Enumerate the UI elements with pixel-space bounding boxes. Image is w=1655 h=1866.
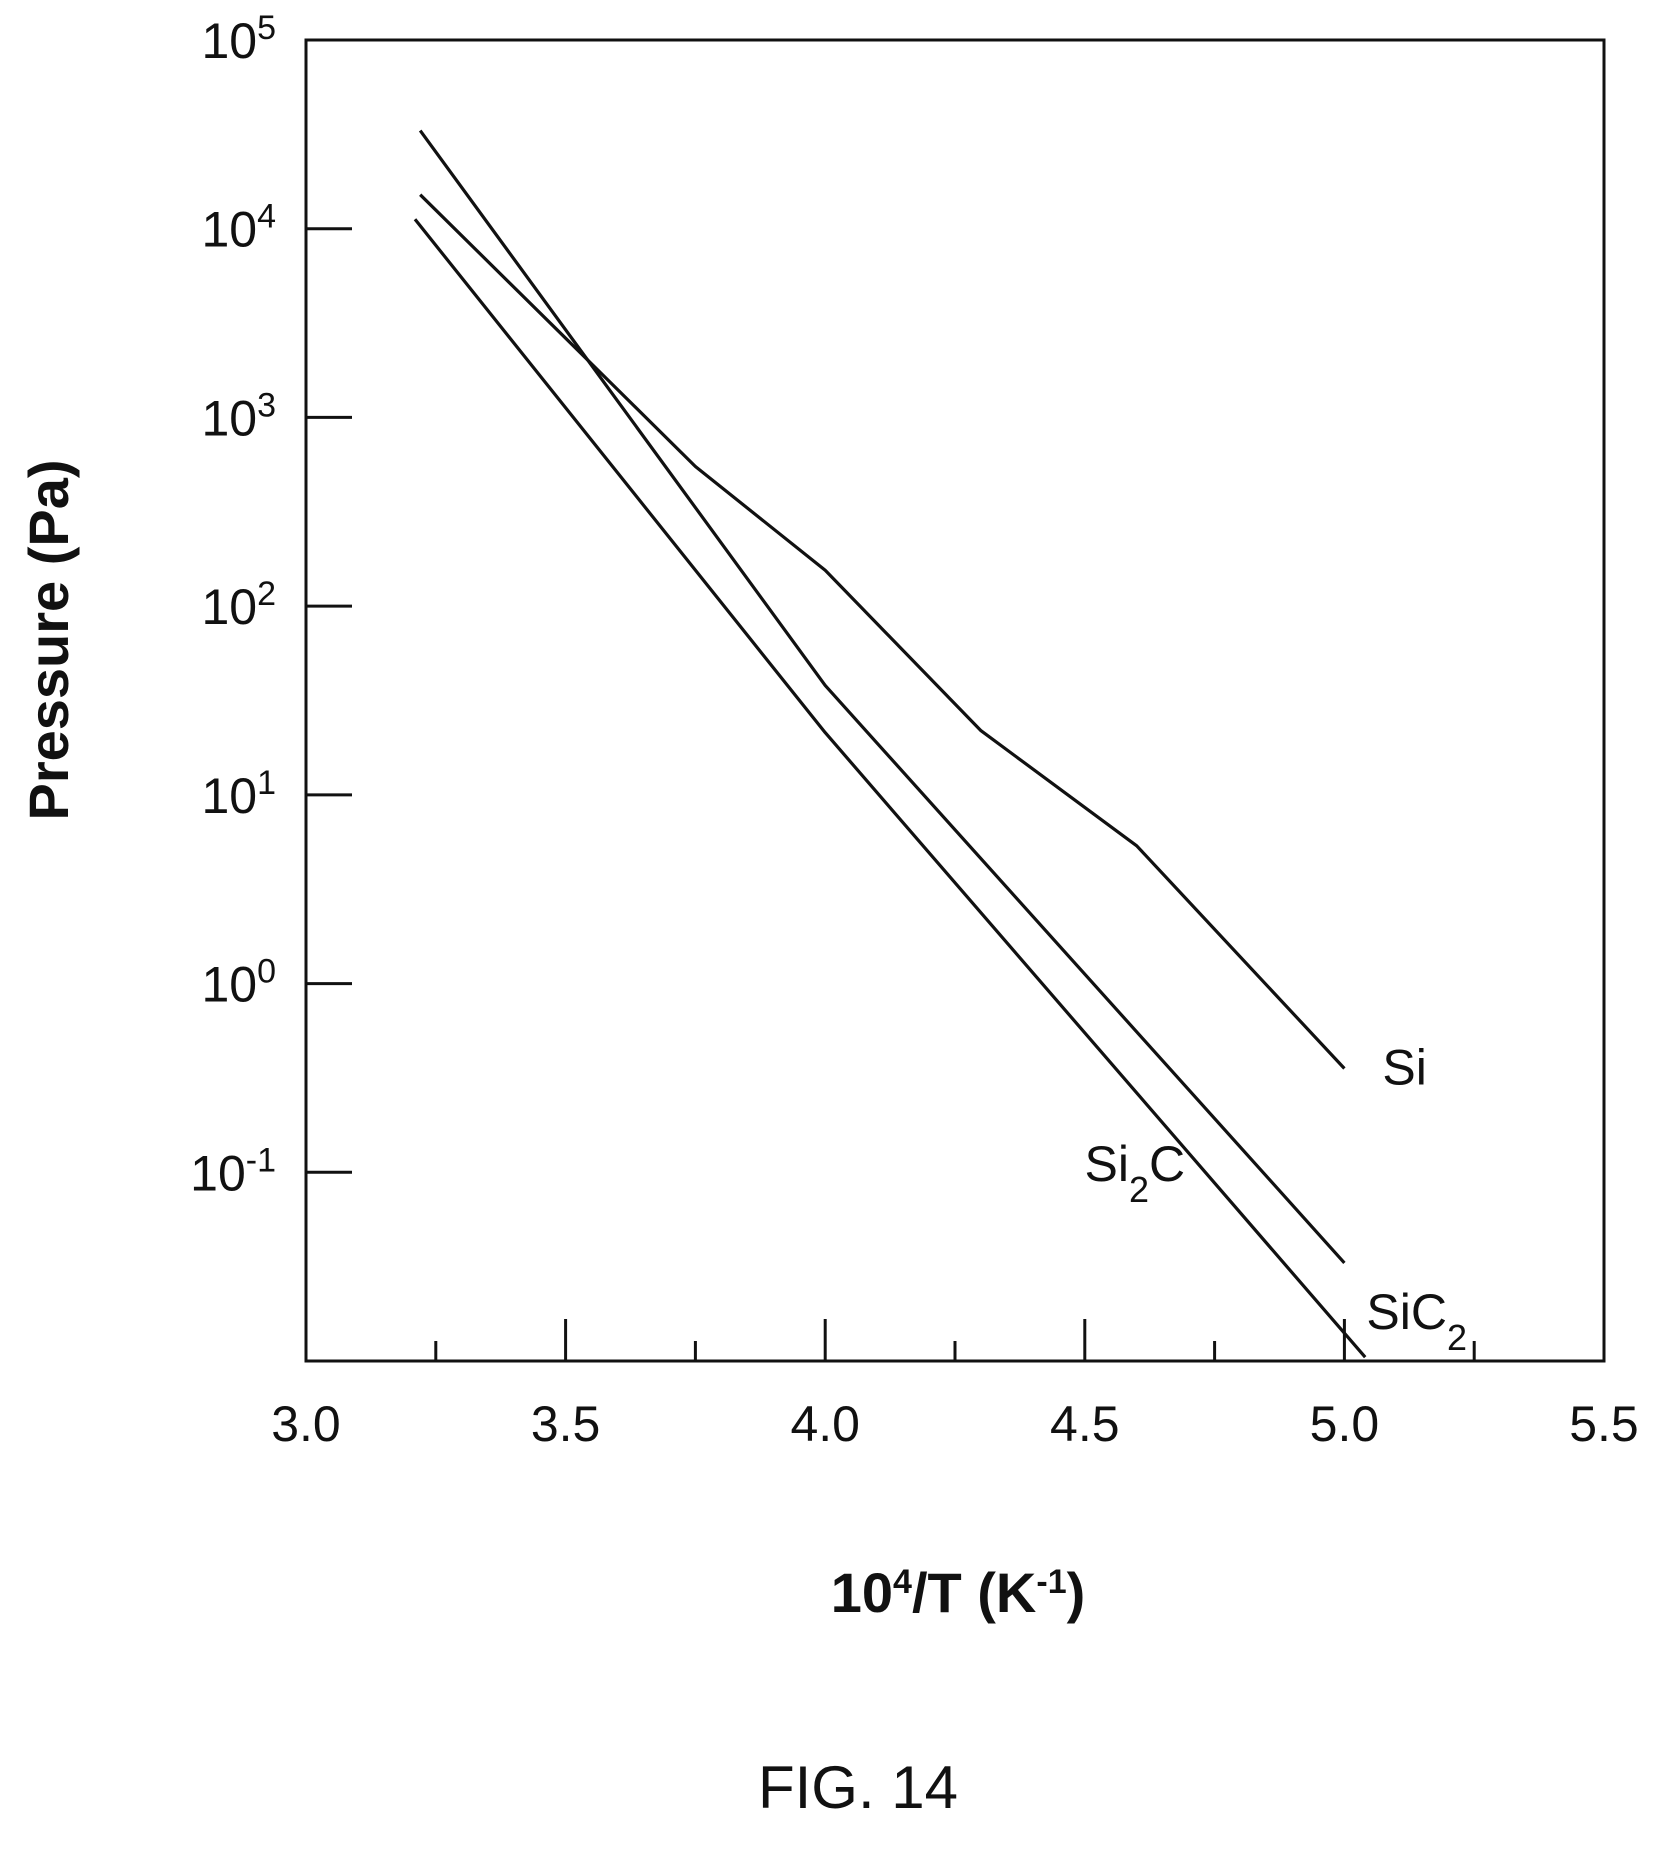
y-tick-label: 101	[201, 764, 276, 824]
series-lines	[413, 129, 1367, 1359]
series-line-Si	[419, 193, 1346, 1070]
x-tick-label: 3.0	[271, 1396, 341, 1452]
y-tick-label: 102	[201, 575, 276, 635]
x-tick-label: 4.0	[790, 1396, 860, 1452]
series-line-SiC2	[418, 129, 1346, 1264]
y-tick-label: 104	[201, 198, 276, 258]
x-tick-label: 5.0	[1310, 1396, 1380, 1452]
y-axis-title: Pressure (Pa)	[17, 459, 80, 820]
series-label-SiC2: SiC2	[1366, 1284, 1467, 1358]
series-labels: Si SiC2 Si2C	[1085, 1039, 1467, 1357]
series-label-Si: Si	[1382, 1039, 1426, 1095]
x-tick-label: 4.5	[1050, 1396, 1120, 1452]
y-tick-label: 100	[201, 953, 276, 1013]
y-tick-label: 10-1	[190, 1141, 276, 1201]
x-tick-label: 5.5	[1569, 1396, 1639, 1452]
figure-caption: FIG. 14	[758, 1754, 958, 1821]
series-label-Si2C: Si2C	[1085, 1136, 1186, 1210]
x-tick-label: 3.5	[531, 1396, 601, 1452]
x-axis-title: 104/T (K-1)	[831, 1561, 1086, 1624]
y-tick-label: 105	[201, 9, 276, 69]
plot-frame	[304, 38, 1606, 1363]
series-line-Si2C	[413, 218, 1367, 1359]
x-axis-ticks: 3.0 3.5 4.0 4.5 5.0 5.5	[271, 1319, 1639, 1452]
y-tick-label: 103	[201, 386, 276, 446]
y-axis-ticks: 105 104 103 102 101 100 10-1	[190, 9, 352, 1201]
